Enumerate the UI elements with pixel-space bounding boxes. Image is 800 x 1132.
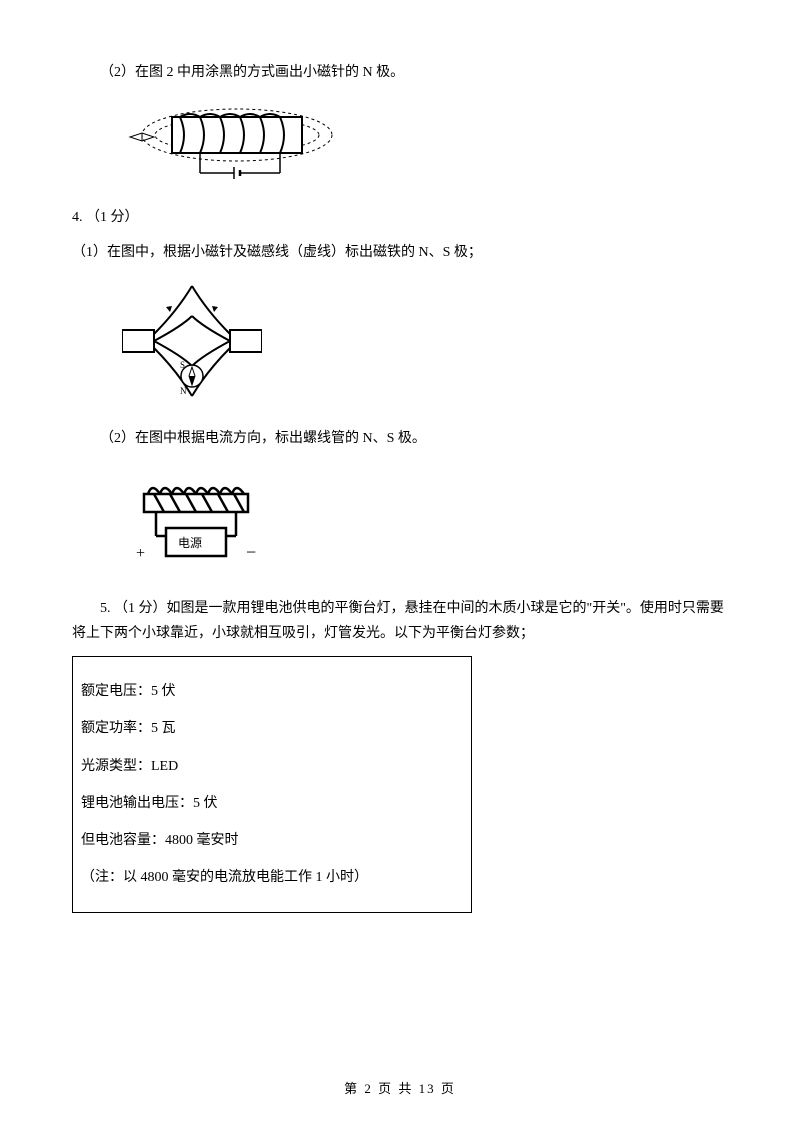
- compass-n-label: N: [180, 386, 187, 396]
- compass-s-label: S: [180, 360, 185, 370]
- magnet-field-diagram: S N: [122, 276, 262, 406]
- q3-figure: [122, 95, 728, 185]
- plus-label: +: [136, 545, 145, 562]
- q4-figure1: S N: [122, 276, 728, 406]
- spec-row-4: 锂电池输出电压：5 伏: [81, 791, 463, 816]
- spec-row-1: 额定电压：5 伏: [81, 679, 463, 704]
- power-label: 电源: [178, 536, 202, 550]
- solenoid-diagram: [122, 95, 342, 185]
- q4-part1-text: （1）在图中，根据小磁针及磁感线（虚线）标出磁铁的 N、S 极；: [72, 240, 728, 265]
- spec-row-5: 但电池容量：4800 毫安时: [81, 828, 463, 853]
- spec-table: 额定电压：5 伏 额定功率：5 瓦 光源类型：LED 锂电池输出电压：5 伏 但…: [72, 656, 472, 913]
- q4-header: 4. （1 分）: [72, 205, 728, 230]
- spec-row-6: （注：以 4800 毫安的电流放电能工作 1 小时）: [81, 865, 463, 890]
- minus-label: −: [246, 542, 256, 562]
- spec-row-3: 光源类型：LED: [81, 754, 463, 779]
- q4-figure2: 电源 + −: [122, 476, 728, 576]
- spec-row-2: 额定功率：5 瓦: [81, 716, 463, 741]
- q4-part2-text: （2）在图中根据电流方向，标出螺线管的 N、S 极。: [72, 426, 728, 451]
- solenoid-power-diagram: 电源 + −: [122, 476, 272, 576]
- q5-text: 5. （1 分）如图是一款用锂电池供电的平衡台灯，悬挂在中间的木质小球是它的"开…: [72, 596, 728, 646]
- page-footer: 第 2 页 共 13 页: [0, 1077, 800, 1100]
- q3-part2-text: （2）在图 2 中用涂黑的方式画出小磁针的 N 极。: [72, 60, 728, 85]
